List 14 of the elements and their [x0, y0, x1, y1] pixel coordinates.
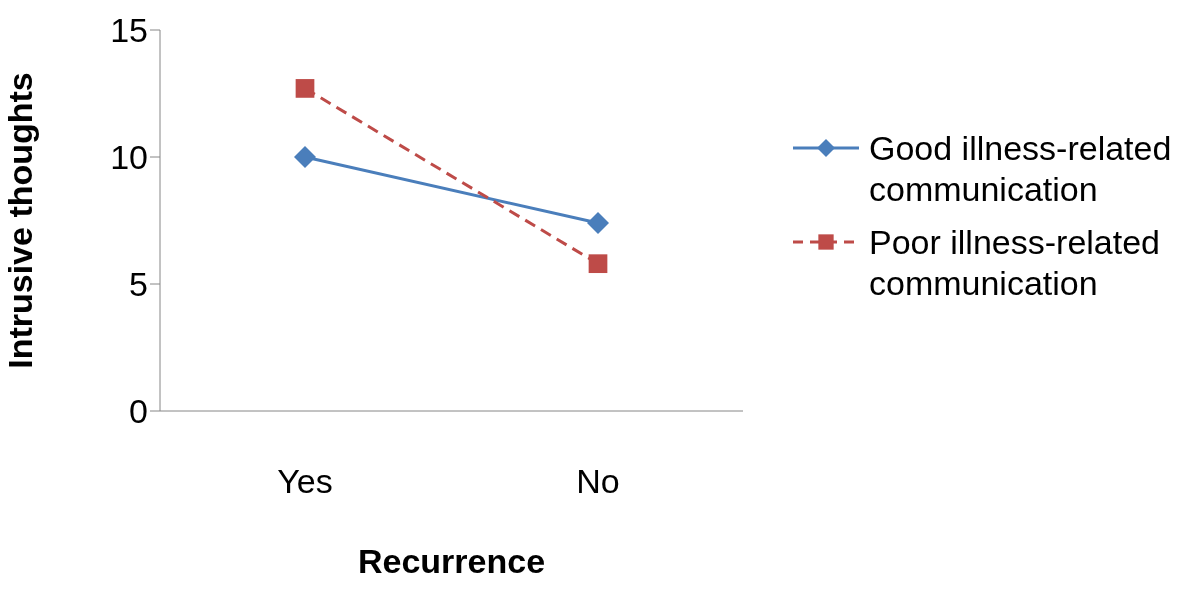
x-tick-label: No	[576, 462, 620, 501]
x-axis-title: Recurrence	[357, 542, 546, 580]
point	[587, 212, 609, 235]
point	[294, 146, 316, 168]
y-tick-label: 10	[110, 138, 148, 177]
x-tick-label: Yes	[277, 462, 333, 501]
point	[295, 79, 315, 98]
y-axis-title: Intrusive thoughts	[1, 72, 40, 369]
y-tick-label: 15	[110, 11, 148, 50]
point	[588, 254, 608, 274]
y-tick-label: 0	[129, 392, 148, 431]
legend-label: Poor illness-related communication	[869, 222, 1162, 304]
legend-label: Good illness-related communication	[869, 128, 1173, 210]
y-tick-label: 5	[129, 265, 148, 304]
